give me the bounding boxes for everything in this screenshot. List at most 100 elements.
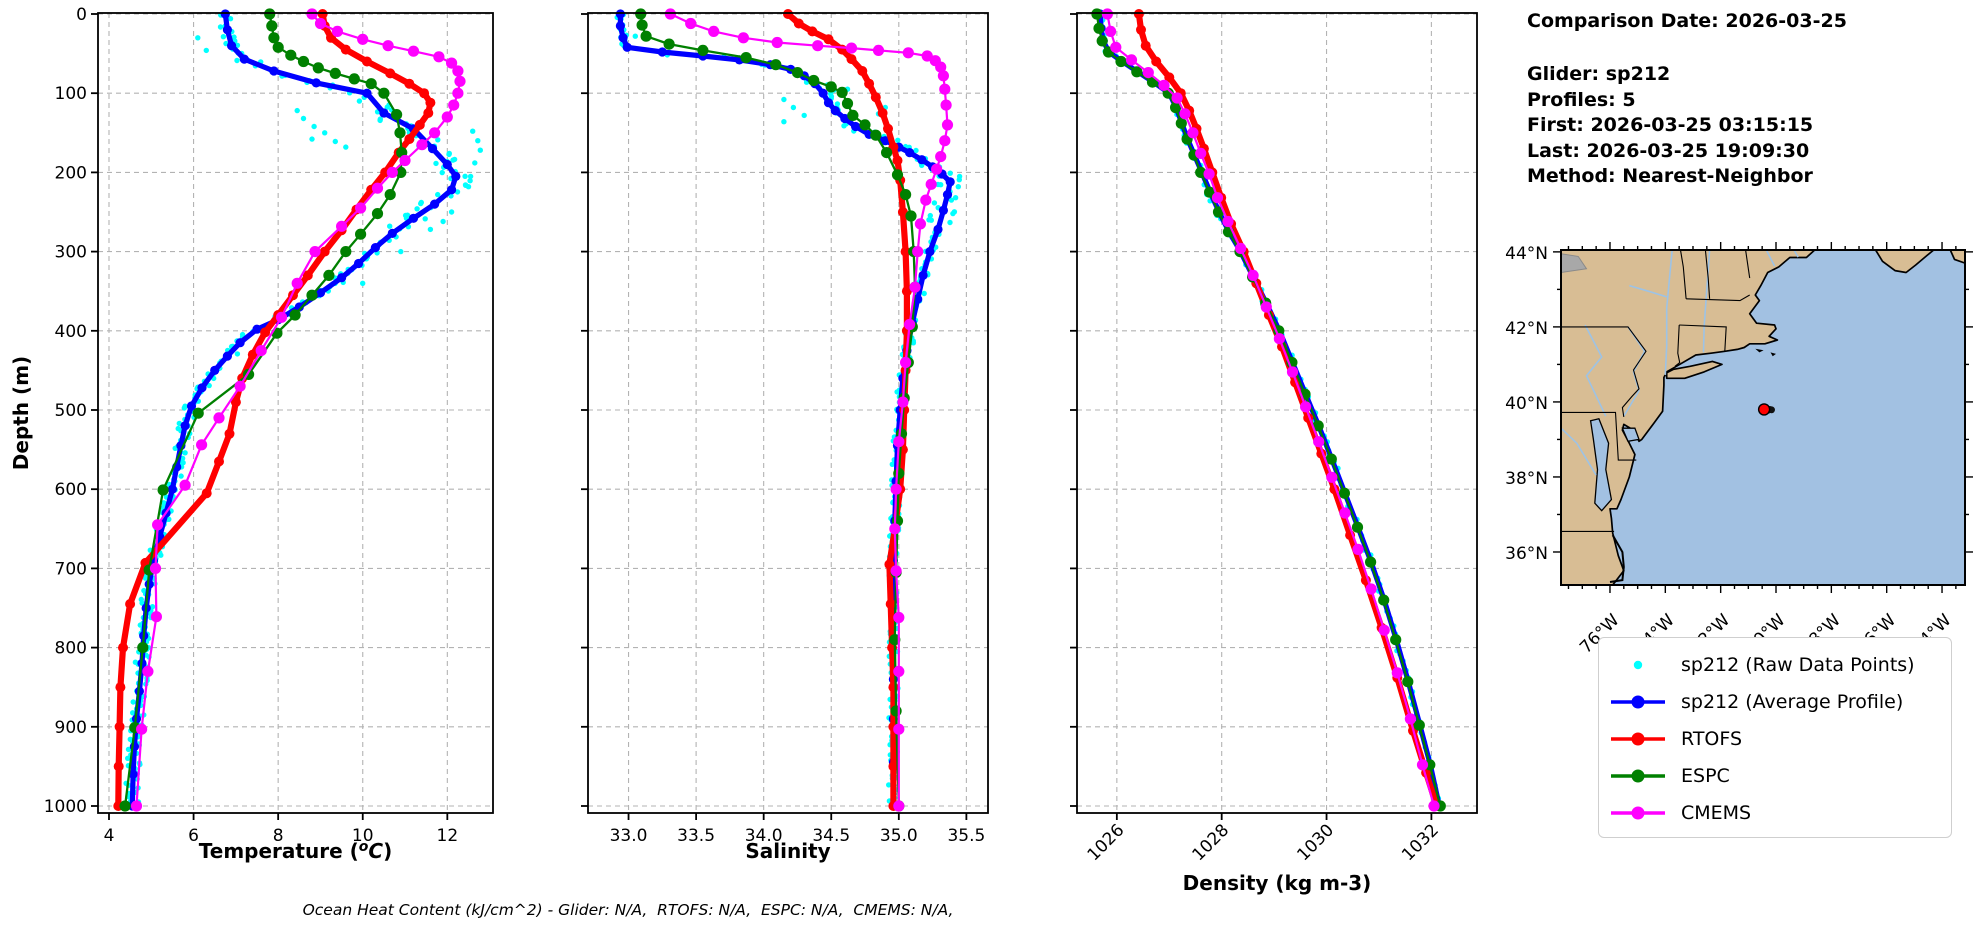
raw-data-point	[472, 160, 478, 166]
profile-marker	[945, 177, 955, 187]
temperature-panel: 4 6 8 10 12 0 100 200 300 400 500 600 700 800 900 1000 T…	[9, 5, 494, 863]
series-sp212-raw-data-points	[614, 11, 963, 807]
profile-marker	[900, 246, 911, 257]
profile-marker	[452, 65, 464, 77]
raw-data-point	[422, 216, 428, 222]
profile-marker	[1378, 594, 1390, 606]
x-axis-label: Temperature (oC)	[199, 839, 392, 863]
profile-marker	[635, 8, 647, 20]
raw-data-point	[343, 144, 349, 150]
profile-marker	[618, 33, 628, 43]
profile-marker	[893, 800, 905, 812]
profile-marker	[323, 269, 335, 281]
legend-item-sp212-raw-data-points: sp212 (Raw Data Points)	[1599, 646, 1951, 683]
raw-data-point	[161, 500, 167, 506]
cmems-marker-icon	[1611, 806, 1665, 819]
profile-marker	[423, 108, 434, 118]
legend-item-espc: ESPC	[1599, 757, 1951, 794]
profile-marker	[657, 47, 667, 57]
profile-marker	[889, 523, 901, 535]
profile-marker	[446, 57, 458, 69]
raw-data-point	[446, 151, 452, 158]
profile-marker	[297, 55, 310, 68]
profile-marker	[312, 62, 324, 74]
raw-data-point	[790, 104, 797, 111]
first-profile-time: First: 2026-03-25 03:15:15	[1527, 114, 1814, 136]
raw-data-point	[439, 169, 445, 176]
x-tick-label: 12	[437, 826, 459, 846]
profile-marker	[893, 436, 905, 448]
profile-marker	[235, 338, 245, 348]
raw-data-point	[384, 104, 390, 110]
raw-data-point	[404, 212, 411, 218]
profile-marker	[329, 67, 341, 79]
profile-marker	[430, 199, 440, 209]
profile-marker	[880, 136, 890, 146]
profile-marker	[306, 289, 318, 301]
raw-data-point	[948, 197, 955, 203]
raw-data-point	[418, 200, 424, 207]
profile-marker	[893, 611, 905, 624]
profile-marker	[1247, 269, 1259, 281]
legend-item-label: RTOFS	[1681, 727, 1743, 750]
profile-marker	[942, 190, 953, 200]
series-rtofs	[783, 9, 912, 811]
profile-marker	[846, 54, 857, 65]
profile-marker	[708, 25, 720, 37]
profile-marker	[825, 81, 837, 93]
profile-marker	[115, 682, 126, 693]
series-espc	[119, 8, 408, 812]
profile-marker	[213, 412, 225, 424]
legend-item-label: CMEMS	[1681, 801, 1752, 824]
profile-marker	[1093, 22, 1105, 34]
y-tick-label: 1000	[44, 797, 87, 817]
raw-data-point	[182, 450, 188, 456]
x-tick-label: 1032	[1398, 820, 1443, 865]
y-tick-label: 100	[55, 84, 87, 104]
profile-marker	[260, 327, 271, 338]
raw-data-point	[956, 173, 963, 180]
profile-marker	[1352, 543, 1364, 556]
profile-marker	[269, 66, 279, 76]
glider-id: Glider: sp212	[1527, 63, 1671, 85]
profile-marker	[890, 705, 902, 717]
map-state-border	[1686, 294, 1750, 302]
profile-marker	[201, 488, 212, 499]
profile-marker	[870, 129, 882, 141]
profile-marker	[414, 119, 425, 130]
raw-data-point	[125, 755, 131, 761]
profile-marker	[275, 311, 288, 323]
profile-marker	[1339, 507, 1351, 519]
y-tick-label: 700	[55, 559, 87, 579]
series-cmems	[1101, 8, 1440, 812]
raw-data-point	[435, 137, 441, 143]
map-island	[1770, 352, 1776, 357]
raw-data-point	[435, 191, 441, 198]
profile-marker	[451, 171, 461, 181]
profile-marker	[1091, 8, 1103, 20]
raw-data-point	[465, 184, 472, 190]
profile-marker	[266, 20, 278, 32]
profile-marker	[883, 123, 893, 134]
y-tick-label: 200	[55, 163, 87, 183]
y-tick-label: 400	[55, 322, 87, 342]
profile-marker	[416, 139, 428, 151]
raw-data-point	[947, 219, 953, 226]
series-sp212-raw-data-points	[123, 10, 483, 805]
map-state-border	[1561, 411, 1637, 461]
map-lat-label: 42°N	[1505, 319, 1548, 339]
x-tick-label: 4	[104, 826, 115, 846]
profile-marker	[404, 78, 415, 89]
profile-marker	[885, 599, 896, 609]
raw-data-point	[928, 217, 934, 223]
profile-marker	[938, 205, 949, 215]
profile-marker	[387, 228, 397, 238]
profile-marker	[1222, 215, 1234, 228]
x-tick-label: 8	[273, 826, 284, 846]
x-tick-label: 1030	[1293, 820, 1338, 865]
profile-marker	[845, 42, 858, 54]
raw-data-point	[781, 96, 787, 103]
map-lat-label: 40°N	[1505, 394, 1548, 414]
raw-data-point	[454, 189, 461, 195]
